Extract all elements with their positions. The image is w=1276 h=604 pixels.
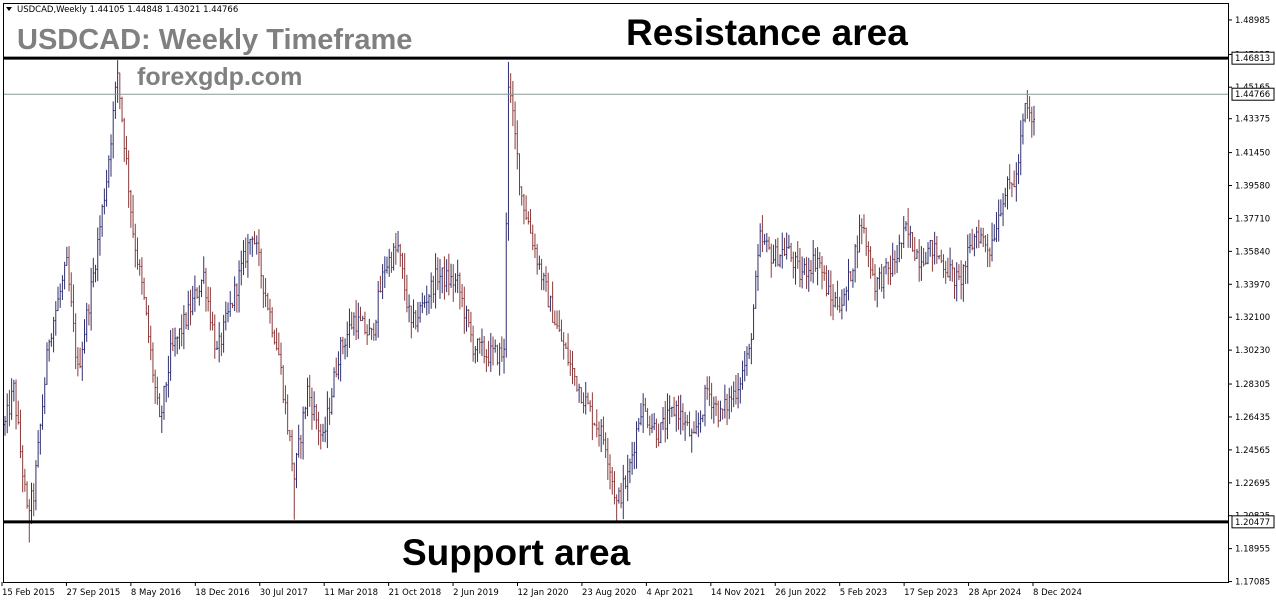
x-tick-label: 28 Apr 2024 [969,588,1022,598]
y-tick-label: 1.43375 [1235,115,1270,125]
x-tick-label: 27 Sep 2015 [66,588,120,598]
current-price-badge-box [1231,87,1275,101]
x-tick-label: 11 Mar 2018 [324,588,378,598]
x-tick-label: 26 Jun 2022 [775,588,826,598]
resistance-price-badge: 1.46813 [1235,54,1270,64]
plot-frame [3,3,1229,583]
x-tick-label: 2 Jun 2019 [453,588,499,598]
y-tick-label: 1.48985 [1235,16,1270,26]
y-tick-label: 1.18955 [1235,545,1270,555]
y-tick-label: 1.24565 [1235,446,1270,456]
x-tick-label: 14 Nov 2021 [711,588,765,598]
x-tick-label: 15 Feb 2015 [2,588,55,598]
symbol-header: USDCAD,Weekly 1.44105 1.44848 1.43021 1.… [17,5,238,15]
y-tick-label: 1.39580 [1235,182,1270,192]
x-axis: 15 Feb 2015 27 Sep 2015 8 May 2016 18 Dec 2… [1,582,1082,598]
x-tick-label: 23 Aug 2020 [582,588,636,598]
x-tick-label: 21 Oct 2018 [389,588,442,598]
resistance-label: Resistance area [626,12,908,53]
x-tick-label: 5 Feb 2023 [840,588,888,598]
watermark-title: USDCAD: Weekly Timeframe [17,24,412,56]
current-price-badge: 1.44766 [1235,90,1270,100]
x-tick-label: 8 Dec 2024 [1033,588,1082,598]
y-tick-label: 1.32100 [1235,313,1270,323]
y-tick-label: 1.26435 [1235,413,1270,423]
support-price-badge-box [1231,515,1275,529]
y-tick-label: 1.37710 [1235,214,1270,224]
support-price-badge: 1.20477 [1235,518,1270,528]
x-tick-label: 17 Sep 2023 [904,588,958,598]
y-tick-label: 1.17085 [1235,578,1270,588]
y-tick-label: 1.41450 [1235,149,1270,159]
y-axis: 1.489851.470251.451651.433751.414501.395… [1228,16,1270,588]
x-tick-label: 18 Dec 2016 [195,588,249,598]
price-badges: 1.46813 1.44766 1.20477 [1231,51,1275,529]
y-tick-label: 1.30230 [1235,346,1270,356]
watermark-site: forexgdp.com [137,63,302,91]
y-tick-label: 1.33970 [1235,280,1270,290]
support-label: Support area [402,532,631,573]
symbol-menu-icon[interactable] [6,7,12,11]
x-tick-label: 4 Apr 2021 [646,588,693,598]
y-tick-label: 1.28305 [1235,380,1270,390]
x-tick-label: 30 Jul 2017 [260,588,308,598]
y-tick-label: 1.22695 [1235,479,1270,489]
y-tick-label: 1.35840 [1235,247,1270,257]
x-tick-label: 12 Jan 2020 [518,588,569,598]
resistance-price-badge-box [1231,51,1275,65]
x-tick-label: 8 May 2016 [131,588,181,598]
candles-layer [4,60,1035,543]
